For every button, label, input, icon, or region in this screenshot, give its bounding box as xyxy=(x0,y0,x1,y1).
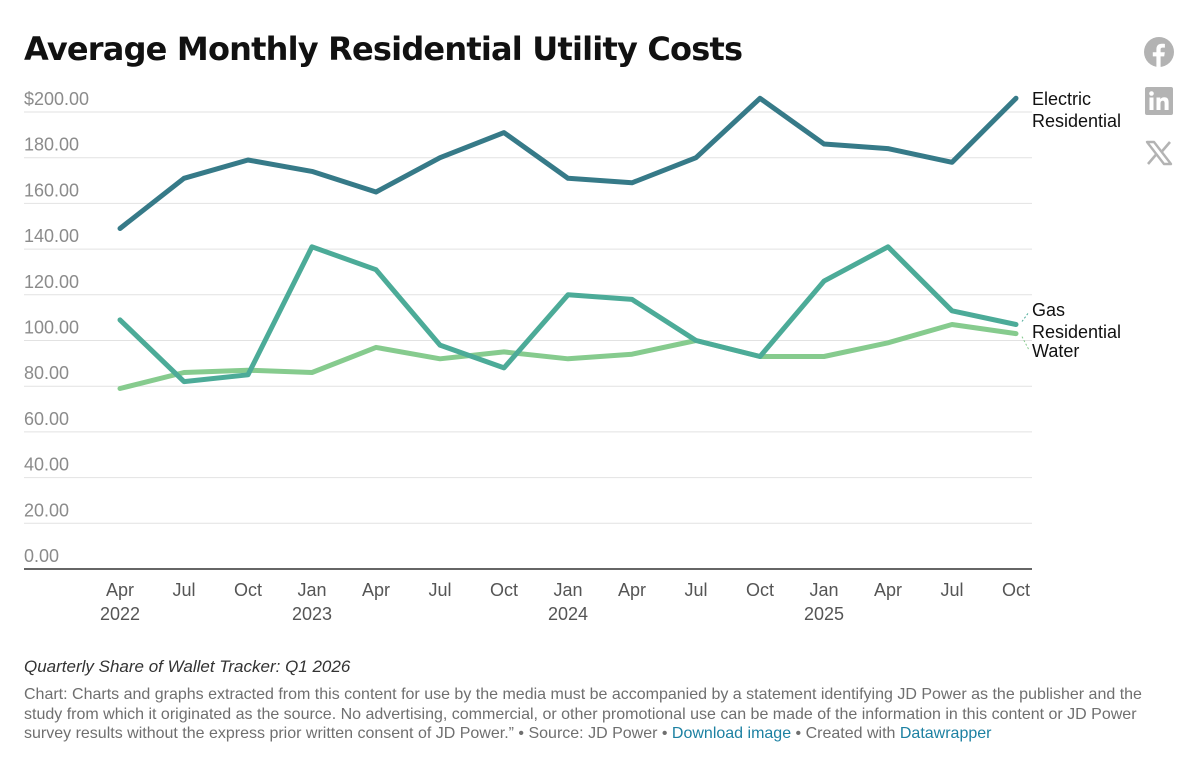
line-chart: $200.00 180.00 160.00 140.00 120.00 100.00 80.… xyxy=(24,89,1121,624)
x-tick-label: Apr xyxy=(106,580,134,600)
series-label-line: Gas xyxy=(1032,300,1065,320)
x-tick-label: Oct xyxy=(490,580,518,600)
download-image-link[interactable]: Download image xyxy=(671,725,792,743)
notes-created-prefix: • Created with xyxy=(791,725,900,743)
y-tick-label: 0.00 xyxy=(24,546,59,566)
y-axis-ticks: $200.00 180.00 160.00 140.00 120.00 100.00 80.… xyxy=(24,89,89,566)
x-tick-label: Jan xyxy=(553,580,582,600)
x-tick-year: 2022 xyxy=(100,604,140,624)
chart-series xyxy=(117,95,1019,391)
x-tick-label: Jul xyxy=(684,580,707,600)
chart-title: Average Monthly Residential Utility Cost… xyxy=(24,30,743,68)
datawrapper-link[interactable]: Datawrapper xyxy=(899,725,992,743)
notes-separator: • xyxy=(657,725,672,743)
series-label-line: Residential xyxy=(1032,322,1121,342)
series-label-line: Electric xyxy=(1032,89,1091,109)
y-tick-label: 140.00 xyxy=(24,226,79,246)
x-tick-label: Apr xyxy=(618,580,646,600)
notes-source-prefix: • Source: xyxy=(513,725,589,743)
water-label-leader xyxy=(1021,336,1030,351)
x-tick-label: Oct xyxy=(234,580,262,600)
chart-notes: Chart: Charts and graphs extracted from … xyxy=(24,685,1184,744)
series-label-gas: Gas Residential xyxy=(1032,300,1121,342)
y-tick-label: 80.00 xyxy=(24,363,69,383)
series-line-water xyxy=(117,322,1019,391)
x-tick-label: Jan xyxy=(809,580,838,600)
x-tick-label: Jul xyxy=(172,580,195,600)
y-tick-label: $200.00 xyxy=(24,89,89,109)
x-tick-label: Jul xyxy=(940,580,963,600)
x-tick-label: Apr xyxy=(874,580,902,600)
x-axis-ticks: Apr 2022 Jul Oct Jan 2023 Apr Jul Oct Jan 2024 Apr J… xyxy=(100,580,1030,624)
series-label-electric: Electric Residential xyxy=(1032,89,1121,131)
x-tick-label: Oct xyxy=(1002,580,1030,600)
series-label-line: Residential xyxy=(1032,111,1121,131)
notes-disclaimer: Charts and graphs extracted from this co… xyxy=(24,686,1142,743)
x-tick-label: Oct xyxy=(746,580,774,600)
x-icon[interactable] xyxy=(1144,138,1174,168)
y-tick-label: 60.00 xyxy=(24,409,69,429)
x-tick-year: 2024 xyxy=(548,604,588,624)
y-tick-label: 180.00 xyxy=(24,135,79,155)
x-tick-year: 2023 xyxy=(292,604,332,624)
x-tick-label: Jan xyxy=(297,580,326,600)
y-tick-label: 120.00 xyxy=(24,272,79,292)
y-tick-label: 160.00 xyxy=(24,180,79,200)
x-tick-label: Jul xyxy=(428,580,451,600)
linkedin-icon[interactable] xyxy=(1144,86,1174,116)
notes-source: JD Power xyxy=(588,725,658,743)
facebook-icon[interactable] xyxy=(1144,37,1174,67)
x-tick-year: 2025 xyxy=(804,604,844,624)
y-tick-label: 100.00 xyxy=(24,318,79,338)
chart-subtitle: Quarterly Share of Wallet Tracker: Q1 20… xyxy=(24,657,351,676)
notes-chart-prefix: Chart: xyxy=(24,686,73,703)
chart-gridlines xyxy=(24,111,1032,570)
series-line-gas xyxy=(117,244,1019,385)
gas-label-leader xyxy=(1021,311,1030,322)
y-tick-label: 40.00 xyxy=(24,455,69,475)
series-line-electric xyxy=(117,95,1019,231)
y-tick-label: 20.00 xyxy=(24,500,69,520)
series-label-water: Water xyxy=(1032,341,1079,361)
series-label-line: Water xyxy=(1032,341,1079,361)
x-tick-label: Apr xyxy=(362,580,390,600)
